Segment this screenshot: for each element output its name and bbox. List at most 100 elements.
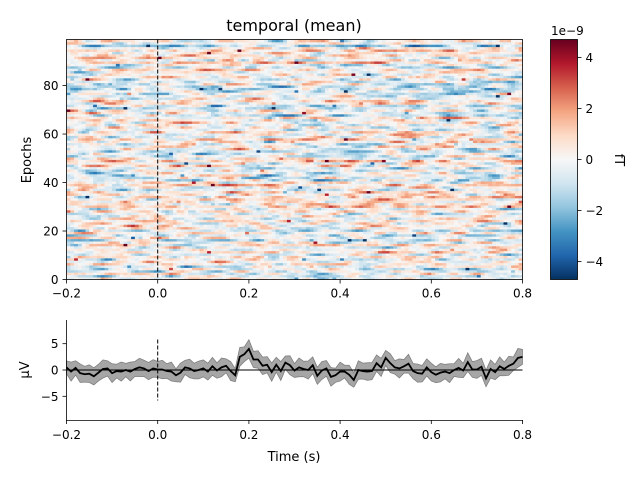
heatmap-cell — [93, 245, 98, 249]
heatmap-cell — [370, 219, 375, 223]
heatmap-cell — [332, 190, 337, 194]
heatmap-cell — [248, 255, 254, 259]
heatmap-cell — [199, 248, 204, 252]
heatmap-cell — [476, 205, 482, 208]
heatmap-cell — [332, 250, 337, 254]
heatmap-cell — [70, 183, 75, 187]
heatmap-cell — [336, 178, 341, 182]
heatmap-cell — [119, 185, 124, 189]
heatmap-cell — [222, 221, 227, 225]
heatmap-cell — [142, 224, 147, 228]
heatmap-cell — [256, 209, 261, 213]
heatmap-cell — [438, 250, 444, 254]
heatmap-cell — [484, 224, 489, 228]
heatmap-cell — [336, 250, 341, 254]
heatmap-cell — [279, 241, 284, 244]
heatmap-cell — [127, 221, 132, 225]
heatmap-cell — [473, 236, 478, 240]
heatmap-cell — [191, 185, 197, 189]
heatmap-cell — [195, 257, 200, 261]
heatmap-cell — [180, 209, 185, 213]
heatmap-cell — [302, 188, 307, 192]
heatmap-cell — [85, 221, 90, 225]
heatmap-cell — [450, 181, 455, 184]
heatmap-cell — [305, 202, 311, 206]
heatmap-cell — [184, 226, 189, 230]
heatmap-cell — [507, 260, 512, 264]
heatmap-cell — [317, 250, 322, 254]
heatmap-cell — [397, 262, 402, 266]
heatmap-cell — [324, 233, 330, 237]
heatmap-cell — [362, 195, 368, 199]
heatmap-cell — [347, 272, 352, 276]
heatmap-cell — [423, 231, 428, 235]
heatmap-cell — [260, 200, 265, 204]
heatmap-cell — [214, 241, 219, 244]
heatmap-cell — [131, 269, 136, 273]
heatmap-cell — [81, 226, 86, 230]
heatmap-cell — [457, 190, 463, 194]
heatmap-cell — [70, 260, 75, 264]
heatmap-cell — [119, 181, 124, 184]
heatmap-cell — [100, 207, 105, 211]
heatmap-cell — [435, 260, 440, 264]
heatmap-cell — [85, 193, 90, 196]
heatmap-cell — [169, 274, 174, 278]
heatmap-cell — [138, 262, 143, 266]
heatmap-cell — [199, 260, 204, 264]
heatmap-cell — [256, 255, 261, 259]
heatmap-cell — [115, 243, 121, 247]
heatmap-cell — [195, 267, 200, 271]
heatmap-cell — [153, 214, 159, 218]
heatmap-cell — [286, 243, 292, 247]
heatmap-cell — [275, 221, 280, 225]
heatmap-cell — [446, 250, 451, 254]
heatmap-cell — [427, 202, 432, 206]
heatmap-cell — [321, 265, 326, 268]
heatmap-cell — [286, 190, 292, 194]
heatmap-cell — [514, 245, 520, 249]
heatmap-cell — [305, 188, 311, 192]
heatmap-cell — [74, 207, 79, 211]
heatmap-cell — [457, 207, 463, 211]
heatmap-cell — [400, 253, 406, 256]
heatmap-cell — [385, 238, 390, 242]
heatmap-cell — [134, 185, 140, 189]
heatmap-cell — [385, 257, 390, 261]
heatmap-cell — [419, 202, 425, 206]
heatmap-cell — [321, 248, 326, 252]
heatmap-cell — [450, 212, 455, 216]
heatmap-cell — [248, 229, 254, 232]
heatmap-cell — [226, 274, 231, 278]
heatmap-cell — [176, 205, 181, 208]
heatmap-cell — [416, 250, 421, 254]
heatmap-cell — [503, 202, 508, 206]
heatmap-cell — [165, 253, 170, 256]
heatmap-cell — [123, 200, 128, 204]
heatmap-cell — [264, 202, 269, 206]
heatmap-cell — [77, 205, 83, 208]
heatmap-cell — [499, 245, 504, 249]
heatmap-cell — [108, 267, 113, 271]
heatmap-cell — [412, 207, 417, 211]
heatmap-cell — [81, 221, 86, 225]
heatmap-cell — [77, 197, 83, 201]
heatmap-cell — [241, 217, 246, 220]
heatmap-cell — [96, 205, 102, 208]
heatmap-cell — [355, 245, 360, 249]
heatmap-cell — [134, 212, 140, 216]
heatmap-cell — [256, 253, 261, 256]
heatmap-cell — [492, 190, 497, 194]
heatmap-cell — [77, 195, 83, 199]
heatmap-cell — [378, 205, 383, 208]
heatmap-cell — [112, 241, 117, 244]
heatmap-cell — [131, 243, 136, 247]
heatmap-cell — [412, 188, 417, 192]
heatmap-cell — [302, 209, 307, 213]
heatmap-cell — [446, 255, 451, 259]
heatmap-cell — [374, 277, 379, 280]
heatmap-cell — [503, 253, 508, 256]
heatmap-cell — [104, 212, 109, 216]
heatmap-cell — [374, 221, 379, 225]
heatmap-cell — [267, 269, 273, 273]
